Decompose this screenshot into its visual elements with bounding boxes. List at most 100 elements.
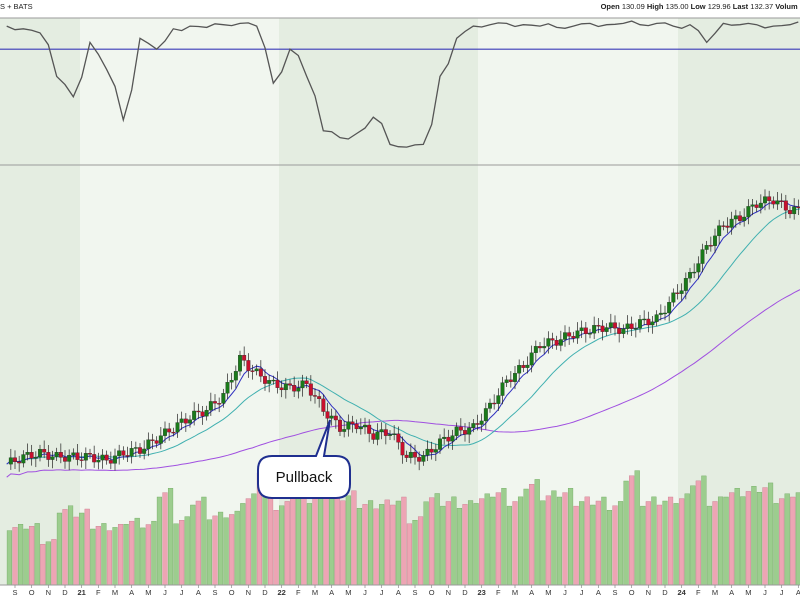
candle [263,376,267,384]
candle [267,380,272,384]
candle [296,387,301,392]
callout-bubble [257,419,351,499]
volume-bar [584,496,590,586]
volume-bar [106,530,113,586]
candle [129,448,134,457]
candle [375,431,380,440]
x-tick-label: N [246,588,251,597]
candle [242,355,247,361]
candle [42,449,47,453]
volume-bar [45,541,51,586]
candle [654,314,659,322]
candle [217,403,222,405]
volume-bar [329,487,335,586]
period-band [279,18,478,585]
candle [8,457,13,465]
volume-bar [306,503,313,586]
quote-value: 135.00 [664,2,689,11]
x-tick-label: S [12,588,17,597]
volume-bar [490,496,496,586]
volume-bar [384,499,390,586]
volume-bar [62,509,68,586]
candle [79,459,84,461]
x-tick-label: M [112,588,118,597]
x-tick-label: J [363,588,367,597]
candle [133,447,138,449]
candle [338,419,342,432]
period-band [80,18,279,585]
volume-bar [362,504,368,586]
candle [708,245,713,247]
candle [613,322,617,329]
candle [438,438,442,450]
volume-bar [673,503,679,586]
volume-bar [173,523,179,586]
x-tick-label: A [196,588,201,597]
candle [50,456,55,460]
candle [288,383,292,386]
volume-bar [6,530,13,586]
volume-bar [551,490,557,586]
candle [29,452,34,459]
period-shading [0,18,800,585]
volume-bar [195,500,201,586]
candle [313,395,317,397]
volume-bar [601,496,607,586]
candle [117,450,122,457]
candle [75,452,80,460]
volume-bar [790,496,796,586]
volume-bar [56,512,63,586]
volume-bar [562,492,568,586]
candle [567,332,572,337]
x-tick-label: J [163,588,167,597]
volume-bar [406,523,413,586]
volume-bar [556,496,563,586]
volume-bar [767,482,774,586]
candle [275,379,280,388]
volume-bar [190,504,196,586]
candle [738,215,742,221]
candle [488,402,492,409]
volume-bar [17,524,24,586]
volume-bar [517,496,524,586]
candle [683,278,688,291]
period-band [478,18,678,585]
x-tick-label: O [429,588,435,597]
volume-bar [34,523,40,586]
volume-bar [162,492,168,586]
volume-bar [473,503,479,586]
candle [500,382,505,396]
candle [517,365,522,374]
volume-bar [706,505,713,586]
candle [713,235,717,246]
candle [742,216,747,221]
candle [183,418,188,424]
quote-value: 132.37 [748,2,773,11]
quote-label: High [645,2,664,11]
candle [429,448,434,453]
candle [321,398,326,412]
volume-bar [579,501,585,586]
candle [388,434,392,436]
pullback-callout: Pullback [257,419,351,499]
candle [763,196,767,204]
x-tick-label: 22 [277,588,285,597]
x-tick-label: J [763,588,767,597]
candle [100,454,105,461]
volume-bar [451,496,457,586]
indicator-line [6,20,799,148]
volume-bar [529,484,535,586]
price-candles [8,189,800,472]
volume-bar [184,516,190,586]
candle [542,346,547,349]
volume-bar [484,493,490,586]
candle [175,422,180,433]
candle [96,459,101,463]
x-tick-label: M [712,588,718,597]
candle [317,396,322,400]
volume-bar [462,504,468,586]
candle [546,338,551,347]
candle [308,383,313,396]
ma-long-line [6,289,800,478]
candle [425,448,430,456]
